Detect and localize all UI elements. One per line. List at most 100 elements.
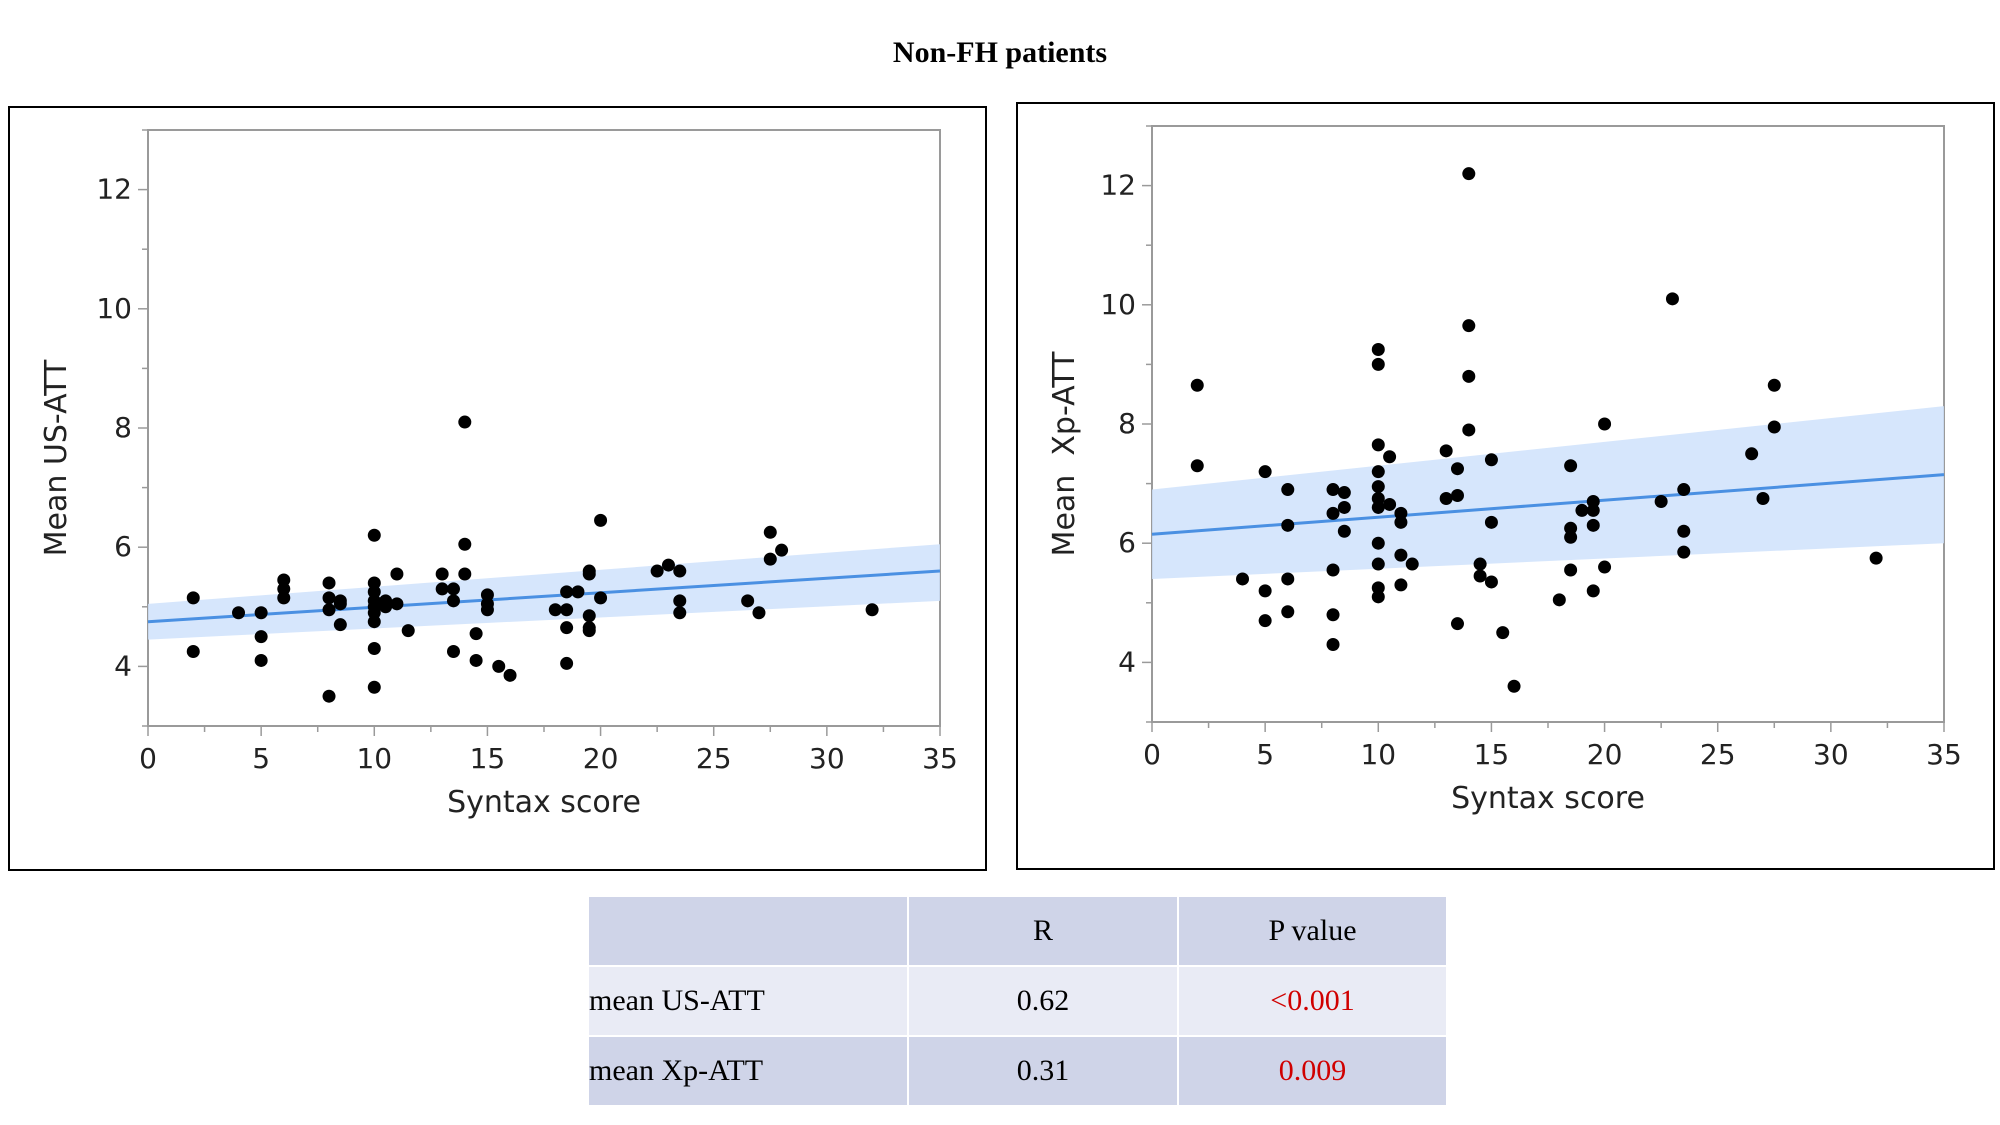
data-point xyxy=(367,576,381,590)
data-point xyxy=(1462,369,1476,383)
data-point xyxy=(232,606,246,620)
data-point xyxy=(594,513,608,527)
data-point xyxy=(435,582,449,596)
data-point xyxy=(1371,492,1385,505)
y-tick-label: 6 xyxy=(114,530,132,563)
data-point xyxy=(503,668,517,682)
data-point xyxy=(1598,417,1612,431)
data-point xyxy=(560,603,574,617)
data-point xyxy=(1552,593,1566,607)
data-point xyxy=(1236,572,1250,586)
data-point xyxy=(1564,459,1578,473)
data-point xyxy=(446,582,460,596)
data-point xyxy=(1767,420,1781,434)
data-point xyxy=(186,591,200,605)
data-point xyxy=(1281,572,1295,586)
data-point xyxy=(401,624,415,638)
row-p-value: 0.009 xyxy=(1177,1035,1448,1107)
data-point xyxy=(379,600,393,614)
data-point xyxy=(582,567,596,581)
data-point xyxy=(367,585,381,599)
x-tick-label: 35 xyxy=(1926,738,1962,771)
data-point xyxy=(458,537,472,551)
data-point xyxy=(1450,489,1464,503)
data-point xyxy=(1586,503,1600,517)
data-point xyxy=(277,591,291,605)
x-tick-label: 35 xyxy=(922,742,958,775)
data-point xyxy=(752,606,766,620)
data-point xyxy=(1484,515,1498,529)
data-point xyxy=(435,567,449,581)
row-r-value: 0.62 xyxy=(907,965,1179,1037)
data-point xyxy=(582,609,596,623)
data-point xyxy=(1654,494,1668,508)
data-point xyxy=(1337,500,1351,514)
data-point xyxy=(548,603,562,617)
data-point xyxy=(367,606,381,620)
data-point xyxy=(1586,584,1600,598)
x-tick-label: 30 xyxy=(809,742,845,775)
data-point xyxy=(1462,423,1476,437)
x-axis-title: Syntax score xyxy=(447,785,641,820)
data-point xyxy=(1371,357,1385,371)
data-point xyxy=(446,645,460,658)
confidence-band xyxy=(148,544,940,640)
data-point xyxy=(1767,378,1781,392)
data-point xyxy=(560,656,574,670)
data-point xyxy=(1473,557,1487,571)
data-point xyxy=(1394,515,1408,529)
data-point xyxy=(1326,638,1340,652)
figure-title: Non-FH patients xyxy=(892,36,1108,69)
data-point xyxy=(277,573,291,587)
data-point xyxy=(469,653,483,667)
y-axis-title: Mean Xp-ATT xyxy=(1047,351,1082,557)
data-point xyxy=(492,659,506,673)
table-header-row: R P value xyxy=(587,895,1448,967)
y-tick-label: 8 xyxy=(114,411,132,444)
data-point xyxy=(763,552,777,566)
data-point xyxy=(1371,438,1385,452)
y-tick-label: 12 xyxy=(96,173,132,206)
data-point xyxy=(1326,563,1340,577)
x-axis-title: Syntax score xyxy=(1451,781,1645,816)
y-tick-label: 4 xyxy=(1118,645,1136,678)
data-point xyxy=(1371,500,1385,514)
data-point xyxy=(458,415,472,429)
data-point xyxy=(1383,450,1397,464)
data-point xyxy=(469,627,483,641)
data-point xyxy=(560,621,574,635)
data-point xyxy=(865,603,879,617)
data-point xyxy=(1371,480,1385,494)
x-tick-label: 20 xyxy=(583,742,619,775)
table-row: mean US-ATT 0.62 <0.001 xyxy=(587,965,1448,1037)
data-point xyxy=(1484,575,1498,589)
row-p-value: <0.001 xyxy=(1177,965,1448,1037)
data-point xyxy=(571,585,585,599)
y-tick-label: 6 xyxy=(1118,526,1136,559)
data-point xyxy=(1677,524,1691,538)
data-point xyxy=(1450,617,1464,631)
x-tick-label: 0 xyxy=(139,742,157,775)
data-point xyxy=(458,567,472,581)
data-point xyxy=(480,588,494,602)
data-point xyxy=(322,603,336,617)
data-point xyxy=(1756,492,1770,505)
data-point xyxy=(322,591,336,605)
y-tick-label: 10 xyxy=(96,292,132,325)
y-axis-title: Mean US-ATT xyxy=(39,359,74,556)
data-point xyxy=(1575,503,1589,517)
data-point xyxy=(1326,506,1340,520)
table-header-r: R xyxy=(907,895,1179,967)
data-point xyxy=(650,564,664,578)
data-point xyxy=(1371,536,1385,550)
data-point xyxy=(1258,584,1272,598)
data-point xyxy=(322,576,336,590)
y-tick-label: 8 xyxy=(1118,407,1136,440)
data-point xyxy=(1439,444,1453,458)
data-point xyxy=(1371,590,1385,604)
data-point xyxy=(775,543,789,557)
x-tick-label: 10 xyxy=(356,742,392,775)
data-point xyxy=(322,689,336,703)
data-point xyxy=(1190,459,1204,473)
data-point xyxy=(673,606,687,620)
